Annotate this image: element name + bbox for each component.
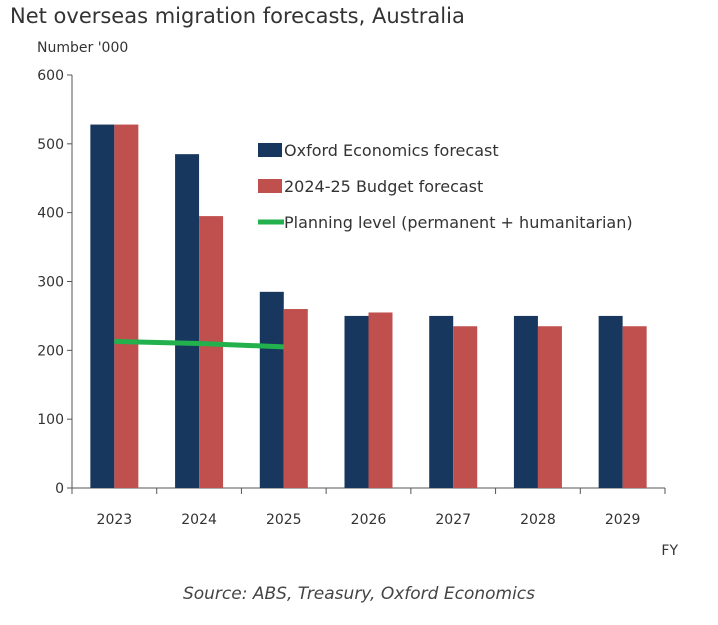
- axes: 0 100 200 300 400 500 600 2023 2024 2025 2026 2027 2…: [37, 68, 666, 528]
- bar-oxford-2023: [90, 124, 115, 488]
- y-tick-label: 300: [37, 275, 64, 291]
- bar-budget-2025: [283, 309, 308, 488]
- y-axis-label: Number '000: [37, 40, 129, 56]
- y-tick-label: 400: [37, 206, 64, 222]
- x-axis-label: FY: [661, 543, 678, 559]
- legend-label: 2024-25 Budget forecast: [284, 177, 483, 196]
- bar-oxford-2029: [598, 315, 623, 488]
- chart-title: Net overseas migration forecasts, Austra…: [10, 4, 465, 28]
- x-tick-label: 2027: [435, 512, 471, 528]
- lines: [114, 338, 284, 350]
- x-tick-label: 2025: [266, 512, 302, 528]
- x-tick-label: 2028: [520, 512, 556, 528]
- bars: [90, 124, 647, 489]
- y-tick-label: 600: [37, 68, 64, 84]
- chart-canvas: 0 100 200 300 400 500 600 2023 2024 2025 2026 2027 2…: [37, 68, 678, 559]
- line-planning-level: [114, 338, 284, 350]
- y-tick-label: 200: [37, 343, 64, 359]
- y-tick-label: 100: [37, 412, 64, 428]
- bar-budget-2027: [453, 326, 478, 488]
- bar-budget-2028: [537, 326, 562, 488]
- bar-oxford-2024: [175, 154, 200, 489]
- legend: Oxford Economics forecast 2024-25 Budget …: [258, 141, 633, 232]
- y-tick-label: 500: [37, 137, 64, 153]
- bar-oxford-2027: [429, 315, 454, 488]
- bar-budget-2029: [622, 326, 647, 488]
- x-tick-label: 2029: [605, 512, 641, 528]
- y-tick-label: 0: [55, 481, 64, 497]
- bar-oxford-2026: [344, 315, 369, 488]
- legend-label: Planning level (permanent + humanitarian…: [284, 213, 633, 232]
- legend-swatch: [258, 179, 282, 193]
- legend-label: Oxford Economics forecast: [284, 141, 499, 160]
- bar-budget-2023: [114, 124, 139, 488]
- x-tick-label: 2023: [97, 512, 133, 528]
- bar-oxford-2025: [259, 291, 284, 488]
- x-tick-label: 2024: [181, 512, 217, 528]
- bar-oxford-2028: [513, 315, 538, 488]
- legend-swatch: [258, 143, 282, 157]
- bar-budget-2026: [368, 312, 393, 488]
- source-note: Source: ABS, Treasury, Oxford Economics: [182, 584, 536, 604]
- bar-budget-2024: [199, 216, 224, 488]
- x-tick-label: 2026: [351, 512, 387, 528]
